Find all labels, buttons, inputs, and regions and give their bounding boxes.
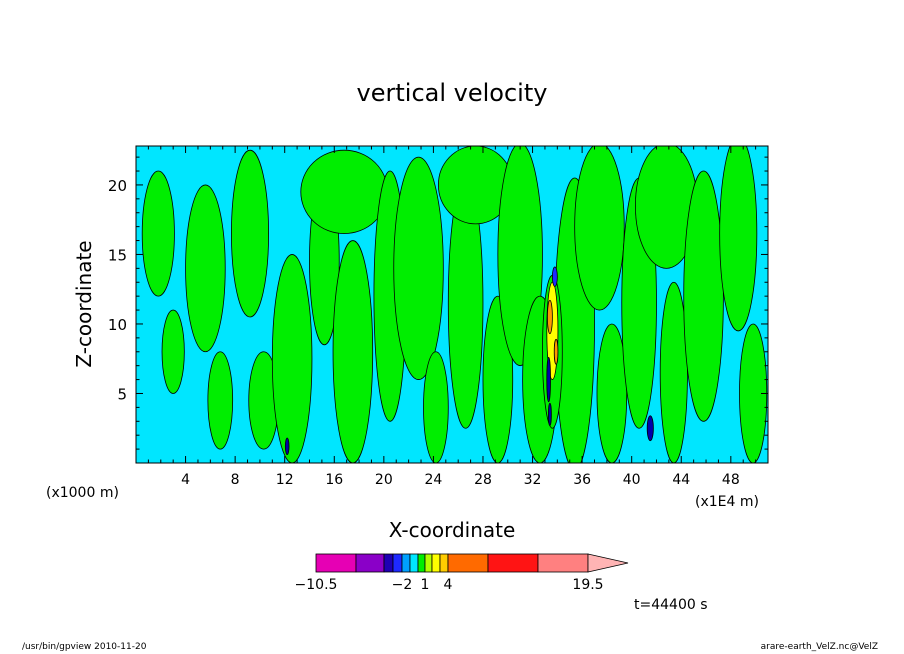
positive-velocity-region-25 (719, 146, 758, 332)
x-tick-label-32: 32 (524, 472, 542, 488)
colorbar-label-2: 1 (421, 577, 430, 593)
colorbar-swatch-11 (487, 553, 539, 573)
colorbar-swatch-0 (315, 553, 357, 573)
updraft-core-region-2 (547, 299, 553, 335)
positive-velocity-region-1 (161, 309, 185, 394)
colorbar-label-0: −10.5 (295, 577, 338, 593)
colorbar-swatch-10 (447, 553, 489, 573)
colorbar-label-4: 19.5 (572, 577, 603, 593)
updraft-core-region-3 (553, 338, 559, 365)
positive-velocity-region-19 (574, 146, 625, 311)
x-tick-label-16: 16 (325, 472, 343, 488)
y-axis-label: Z-coordinate (72, 240, 96, 367)
positive-velocity-region-8 (300, 149, 388, 234)
y-axis-unit: (x1000 m) (46, 485, 119, 501)
colorbar-swatch-2 (383, 553, 394, 573)
contour-fill-layer (141, 146, 768, 463)
positive-velocity-region-20 (596, 323, 628, 463)
updraft-core-region-6 (548, 402, 552, 426)
positive-velocity-region-3 (207, 351, 234, 450)
positive-velocity-region-23 (659, 281, 688, 463)
positive-velocity-region-9 (332, 240, 374, 463)
updraft-core-region-5 (551, 266, 558, 287)
positive-velocity-region-12 (423, 351, 449, 463)
colorbar-label-3: 4 (444, 577, 453, 593)
x-tick-label-36: 36 (573, 472, 591, 488)
positive-velocity-region-11 (393, 156, 444, 380)
footer-right: arare-earth_VelZ.nc@VelZ (761, 642, 878, 652)
updraft-core-region-4 (546, 356, 551, 403)
positive-velocity-region-6 (271, 254, 313, 463)
y-tick-label-10: 10 (108, 316, 127, 334)
colorbar-swatch-6 (417, 553, 426, 573)
chart-title: vertical velocity (357, 79, 548, 107)
positive-velocity-region-24 (683, 170, 724, 422)
positive-velocity-region-4 (231, 149, 269, 318)
time-label: t=44400 s (634, 597, 708, 613)
plot-frame (135, 145, 769, 464)
colorbar-swatch-4 (401, 553, 411, 573)
colorbar: −10.5 −2 1 4 19.5 (295, 553, 629, 593)
x-tick-label-48: 48 (722, 472, 740, 488)
y-axis-ticks: 5 10 15 20 (108, 156, 768, 450)
colorbar-swatch-1 (355, 553, 385, 573)
x-tick-label-4: 4 (181, 472, 190, 488)
x-axis-ticks: 4 8 12 16 20 24 28 32 36 40 44 48 (147, 146, 757, 488)
colorbar-swatch-5 (409, 553, 419, 573)
updraft-core-region-7 (646, 415, 654, 442)
colorbar-extend-arrow (587, 553, 629, 573)
x-tick-label-8: 8 (231, 472, 240, 488)
x-tick-label-44: 44 (672, 472, 690, 488)
x-axis-unit: (x1E4 m) (695, 494, 759, 510)
colorbar-label-1: −2 (392, 577, 413, 593)
colorbar-swatch-12 (537, 553, 589, 573)
x-tick-label-40: 40 (623, 472, 641, 488)
y-tick-label-20: 20 (108, 177, 127, 195)
positive-velocity-region-0 (141, 170, 175, 297)
y-tick-label-15: 15 (108, 246, 127, 264)
colorbar-swatch-8 (431, 553, 441, 573)
colorbar-swatch-7 (424, 553, 433, 573)
colorbar-swatch-3 (392, 553, 403, 573)
x-tick-label-12: 12 (276, 472, 294, 488)
x-axis-label: X-coordinate (389, 518, 516, 542)
footer-left: /usr/bin/gpview 2010-11-20 (22, 642, 147, 652)
x-tick-label-24: 24 (424, 472, 442, 488)
updraft-core-region-8 (284, 437, 290, 456)
x-tick-label-28: 28 (474, 472, 492, 488)
colorbar-swatch-9 (439, 553, 449, 573)
y-tick-label-5: 5 (117, 385, 127, 403)
x-tick-label-20: 20 (375, 472, 393, 488)
positive-velocity-region-2 (185, 184, 226, 353)
